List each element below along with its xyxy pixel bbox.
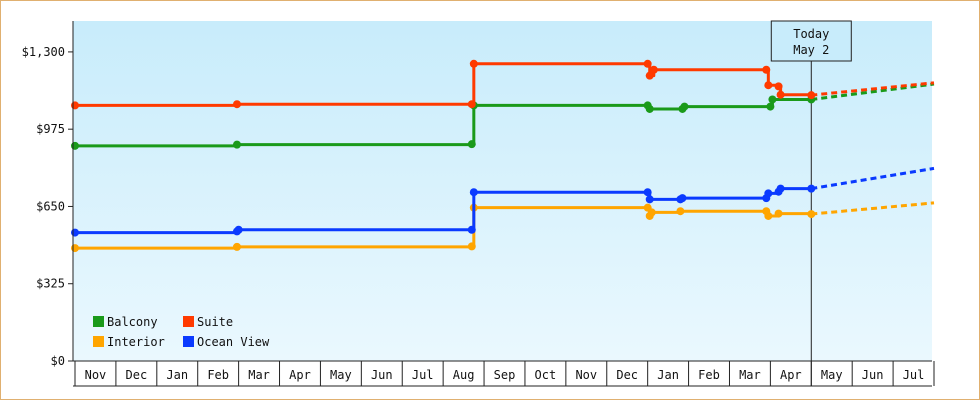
data-point <box>467 225 476 234</box>
series-balcony <box>71 82 935 150</box>
x-tick-label: Feb <box>207 368 229 382</box>
x-tick-label: Nov <box>575 368 597 382</box>
legend-swatch <box>183 336 194 347</box>
data-point <box>71 101 79 110</box>
data-point <box>676 207 685 216</box>
data-point <box>774 82 783 91</box>
today-label: Today <box>793 27 829 41</box>
x-tick-label: Jun <box>862 368 884 382</box>
data-point <box>467 140 476 149</box>
x-tick-label: Sep <box>494 368 516 382</box>
x-tick-label: Oct <box>535 368 557 382</box>
y-tick-label: $0 <box>51 354 65 368</box>
x-tick-label: Apr <box>780 368 802 382</box>
data-point <box>232 140 241 149</box>
x-tick-label: Jan <box>657 368 679 382</box>
data-point <box>776 90 785 99</box>
legend-item: Suite <box>183 315 233 329</box>
data-point <box>643 59 652 68</box>
data-point <box>764 211 773 220</box>
series-forecast-line <box>811 81 935 97</box>
x-tick-label: Aug <box>453 368 475 382</box>
x-tick-label: Jun <box>371 368 393 382</box>
data-point <box>766 102 775 111</box>
legend-swatch <box>93 336 104 347</box>
data-point <box>647 208 656 217</box>
axes: $0 $325 $650 $975 $1,300 Nov Dec Jan Feb Mar Apr Ma… <box>22 21 935 387</box>
data-point <box>645 104 654 113</box>
data-point <box>776 184 785 193</box>
legend-item: Balcony <box>93 315 158 329</box>
data-point <box>645 71 654 80</box>
series-layer <box>71 59 935 253</box>
legend-label: Balcony <box>107 315 158 329</box>
data-point <box>807 91 816 100</box>
x-tick-label: Apr <box>289 368 311 382</box>
data-point <box>469 59 478 68</box>
data-point <box>71 244 79 253</box>
data-point <box>649 65 658 74</box>
data-point <box>643 188 652 197</box>
data-point <box>71 228 79 237</box>
data-point <box>234 225 243 234</box>
series-interior <box>71 201 935 253</box>
legend-item: Ocean View <box>183 335 270 349</box>
legend-label: Suite <box>197 315 233 329</box>
legend-swatch <box>93 316 104 327</box>
data-point <box>774 209 783 218</box>
data-point <box>678 194 687 203</box>
y-tick-label: $325 <box>36 277 65 291</box>
x-tick-label: May <box>330 368 352 382</box>
y-tick-label: $975 <box>36 122 65 136</box>
y-tick-label: $1,300 <box>22 45 65 59</box>
data-point <box>232 100 241 109</box>
x-tick-label: Jan <box>166 368 188 382</box>
data-point <box>232 242 241 251</box>
data-point <box>469 188 478 197</box>
data-point <box>764 81 773 90</box>
x-tick-label: Feb <box>698 368 720 382</box>
legend-label: Interior <box>107 335 165 349</box>
today-label-box <box>770 20 852 62</box>
series-suite <box>71 59 935 110</box>
series-ocean-view <box>71 166 935 237</box>
today-marker: Today May 2 <box>770 20 852 386</box>
data-point <box>807 210 816 219</box>
data-point <box>645 195 654 204</box>
data-point <box>467 242 476 251</box>
data-point <box>71 141 79 150</box>
data-point <box>764 189 773 198</box>
x-tick-label: Dec <box>126 368 148 382</box>
legend-item: Interior <box>93 335 165 349</box>
data-point <box>807 184 816 193</box>
data-point <box>768 95 777 104</box>
legend-swatch <box>183 316 194 327</box>
x-tick-label: Nov <box>85 368 107 382</box>
series-forecast-line <box>811 166 935 191</box>
today-label: May 2 <box>793 43 829 57</box>
x-tick-label: Dec <box>616 368 638 382</box>
legend-label: Ocean View <box>197 335 270 349</box>
x-tick-label: Jul <box>903 368 925 382</box>
data-point <box>762 65 771 74</box>
y-tick-label: $650 <box>36 199 65 213</box>
series-forecast-line <box>811 82 935 101</box>
series-forecast-line <box>811 201 935 216</box>
legend: Balcony Suite Interior Ocean View <box>93 315 270 349</box>
data-point <box>680 102 689 111</box>
x-tick-label: Jul <box>412 368 434 382</box>
x-tick-label: Mar <box>248 368 270 382</box>
x-tick-label: Mar <box>739 368 761 382</box>
data-point <box>467 100 476 109</box>
x-tick-label: May <box>821 368 843 382</box>
